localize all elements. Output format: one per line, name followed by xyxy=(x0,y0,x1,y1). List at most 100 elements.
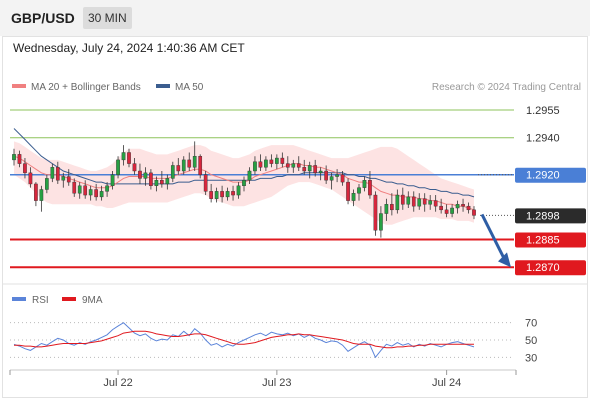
candle-body xyxy=(444,209,449,214)
candle-body xyxy=(132,163,137,172)
candle-body xyxy=(439,205,443,211)
time-axis: Jul 22 Jul 23 Jul 24 xyxy=(9,370,517,389)
candle-body xyxy=(433,200,438,207)
level-label-1.2920: 1.2920 xyxy=(526,170,560,182)
candle-body xyxy=(39,189,44,201)
candle-body xyxy=(160,180,164,185)
candle-body xyxy=(225,191,230,198)
candle-body xyxy=(23,163,27,174)
candle-body xyxy=(203,174,208,192)
symbol-label: GBP/USD xyxy=(11,10,75,26)
candle-body xyxy=(253,161,257,172)
time-label-1: Jul 23 xyxy=(262,377,291,389)
timeframe-button[interactable]: 30 MIN xyxy=(83,7,132,29)
candle-body xyxy=(422,198,427,205)
candle-body xyxy=(170,165,175,179)
candle-body xyxy=(335,174,339,177)
attribution-label: Research © 2024 Trading Central xyxy=(432,82,581,93)
main-legend: MA 20 + Bollinger Bands MA 50 Research ©… xyxy=(12,82,581,93)
level-label-1.2870: 1.2870 xyxy=(526,262,560,274)
candle-body xyxy=(280,157,285,164)
arrow-head xyxy=(498,252,511,268)
candle-body xyxy=(138,170,142,179)
ma9-legend-label: 9MA xyxy=(82,295,103,306)
level-label-1.2940: 1.2940 xyxy=(526,133,560,145)
candle-body xyxy=(450,207,454,214)
candlesticks xyxy=(12,141,476,238)
price-levels xyxy=(10,109,514,269)
rsi-tick-30: 30 xyxy=(525,352,537,364)
candle-body xyxy=(466,205,471,211)
candle-body xyxy=(220,191,224,198)
candle-body xyxy=(373,194,378,231)
candle-body xyxy=(247,170,252,181)
candle-body xyxy=(165,178,170,185)
candle-body xyxy=(55,167,60,181)
time-label-2: Jul 24 xyxy=(432,377,461,389)
level-label-1.2885: 1.2885 xyxy=(526,234,560,246)
candle-body xyxy=(242,180,246,186)
header-bar: GBP/USD 30 MIN xyxy=(0,0,590,36)
candle-body xyxy=(231,191,235,196)
candle-body xyxy=(455,204,460,209)
candle-body xyxy=(296,163,301,168)
level-label-box-1.2920 xyxy=(515,167,586,183)
candle-body xyxy=(72,181,77,194)
candle-body xyxy=(428,200,433,205)
candle-body xyxy=(66,176,71,183)
level-label-1.2898: 1.2898 xyxy=(526,210,560,222)
datetime-label: Wednesday, July 24, 2024 1:40:36 AM CET xyxy=(13,41,245,55)
candle-body xyxy=(88,189,93,196)
candle-body xyxy=(154,180,159,186)
candle-body xyxy=(28,172,33,185)
candle-body xyxy=(324,170,328,181)
level-label-box-1.2870 xyxy=(515,260,586,276)
candle-body xyxy=(269,159,274,164)
level-label-1.2955: 1.2955 xyxy=(526,105,560,117)
candle-body xyxy=(318,170,323,174)
candle-body xyxy=(110,174,115,186)
candle-body xyxy=(346,181,350,201)
candle-body xyxy=(472,209,476,216)
rsi-legend-label: RSI xyxy=(32,295,49,306)
rsi-legend-swatch xyxy=(12,297,26,301)
rsi-tick-50: 50 xyxy=(525,335,537,347)
candle-body xyxy=(411,196,416,207)
candle-body xyxy=(379,213,383,231)
candle-body xyxy=(198,155,203,175)
level-label-box-1.2898 xyxy=(515,208,586,224)
time-label-0: Jul 22 xyxy=(103,377,132,389)
candle-body xyxy=(214,191,219,199)
arrow-shaft xyxy=(480,213,507,262)
candle-body xyxy=(400,194,405,205)
rsi-lines xyxy=(13,322,475,359)
candle-body xyxy=(45,178,49,190)
candle-body xyxy=(187,159,192,168)
rsi-ma9-line xyxy=(14,330,474,349)
rsi-legend: RSI 9MA xyxy=(12,295,103,306)
rsi-tick-labels: 70 50 30 xyxy=(525,318,537,365)
rsi-tick-70: 70 xyxy=(525,318,537,330)
candle-body xyxy=(116,159,120,175)
candle-body xyxy=(329,176,334,181)
candle-body xyxy=(77,185,82,194)
candle-body xyxy=(368,180,372,196)
level-label-box-1.2885 xyxy=(515,232,586,248)
candle-body xyxy=(390,204,394,211)
candle-body xyxy=(209,191,213,199)
ma9-legend-swatch xyxy=(62,297,76,301)
candle-body xyxy=(121,152,126,161)
candle-body xyxy=(50,167,55,179)
ma50-legend-label: MA 50 xyxy=(175,82,204,93)
candle-body xyxy=(264,159,268,168)
candle-body xyxy=(12,154,16,161)
candle-body xyxy=(461,204,465,207)
ma20-legend-label: MA 20 + Bollinger Bands xyxy=(31,82,141,93)
ma50-legend-swatch xyxy=(156,84,170,88)
candle-body xyxy=(34,183,38,201)
candle-body xyxy=(94,189,98,198)
candle-body xyxy=(285,163,290,168)
candle-body xyxy=(258,161,263,168)
candle-body xyxy=(362,180,367,188)
candle-body xyxy=(357,187,361,194)
